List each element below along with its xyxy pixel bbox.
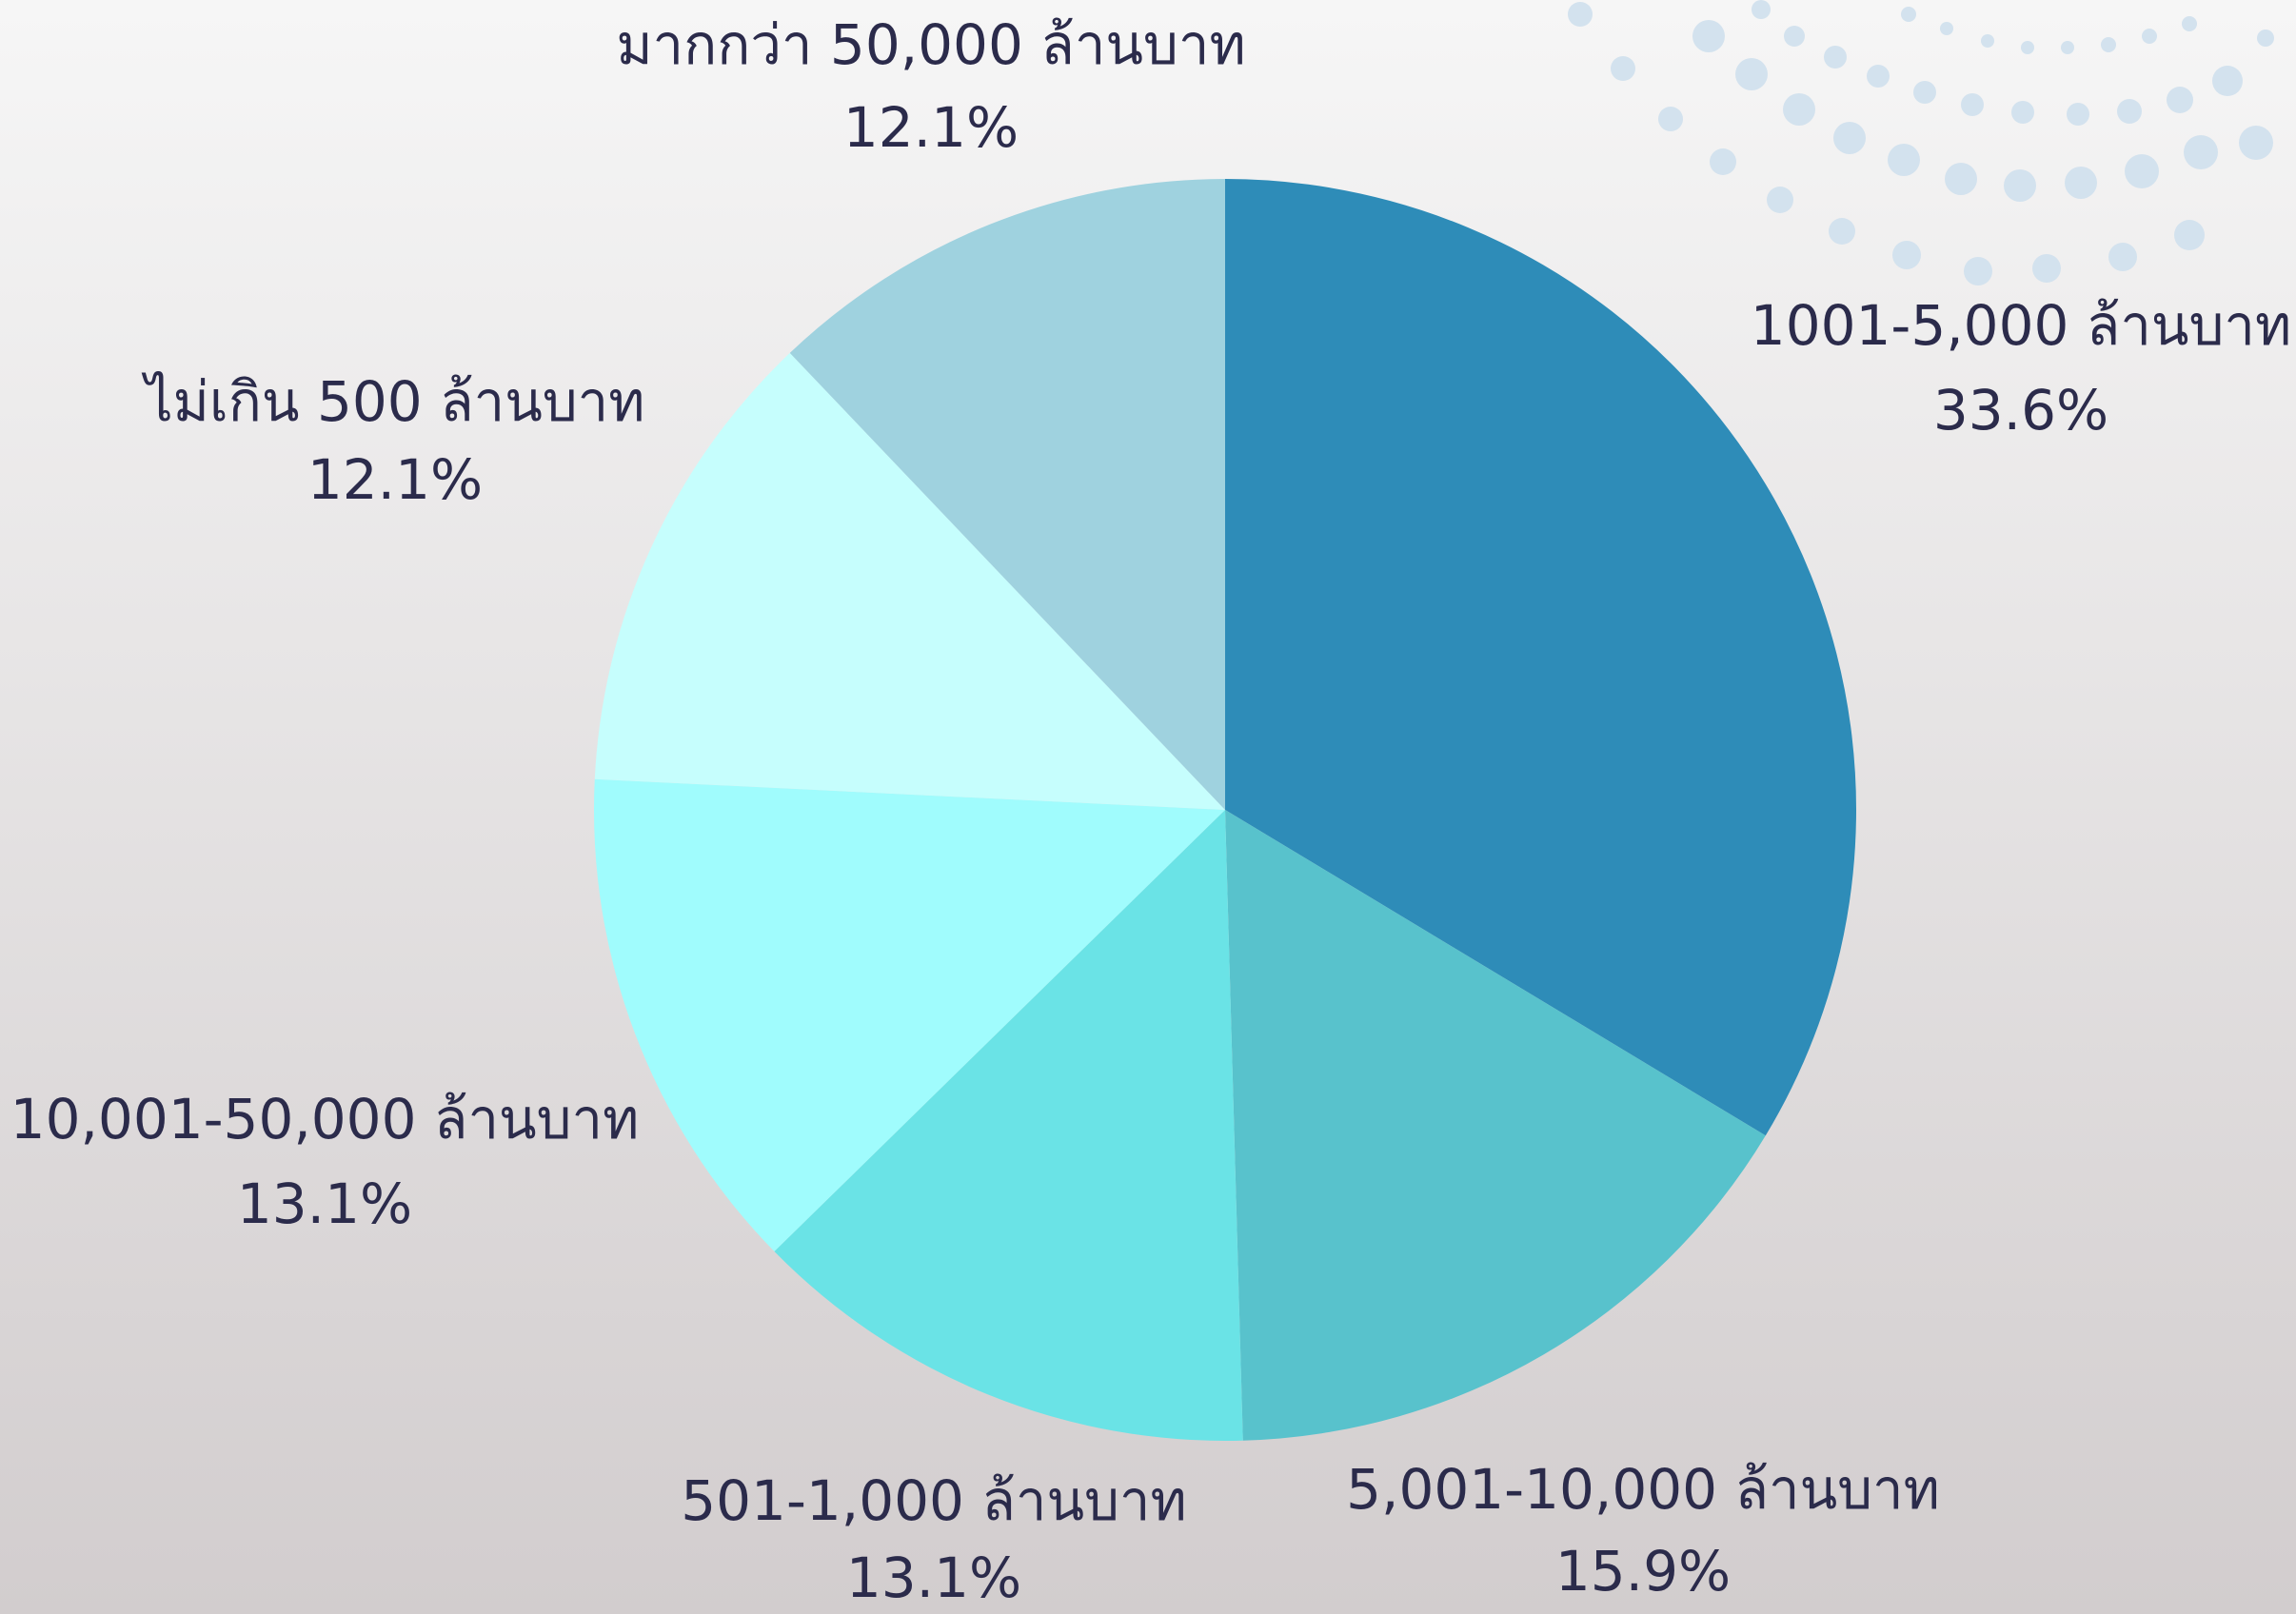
slice-label: มากกว่า 50,000 ล้านบาท — [616, 12, 1245, 77]
slice-label: 1001-5,000 ล้านบาท — [1751, 293, 2291, 358]
slice-value-label: 15.9% — [1555, 1539, 1731, 1604]
slice-value-label: 13.1% — [846, 1545, 1021, 1610]
slice-value-label: 13.1% — [237, 1171, 412, 1236]
slice-label: 5,001-10,000 ล้านบาท — [1346, 1457, 1940, 1522]
slice-value-label: 12.1% — [843, 95, 1019, 160]
slice-value-label: 33.6% — [1933, 378, 2108, 443]
chart: 1001-5,000 ล้านบาท 33.6% 5,001-10,000 ล้าน… — [0, 0, 2296, 1614]
slice-label: 10,001-50,000 ล้านบาท — [10, 1087, 640, 1151]
slice-label: 501-1,000 ล้านบาท — [681, 1468, 1187, 1533]
slice-value-label: 12.1% — [307, 447, 483, 512]
slice-label: ไม่เกิน 500 ล้านบาท — [142, 369, 645, 434]
